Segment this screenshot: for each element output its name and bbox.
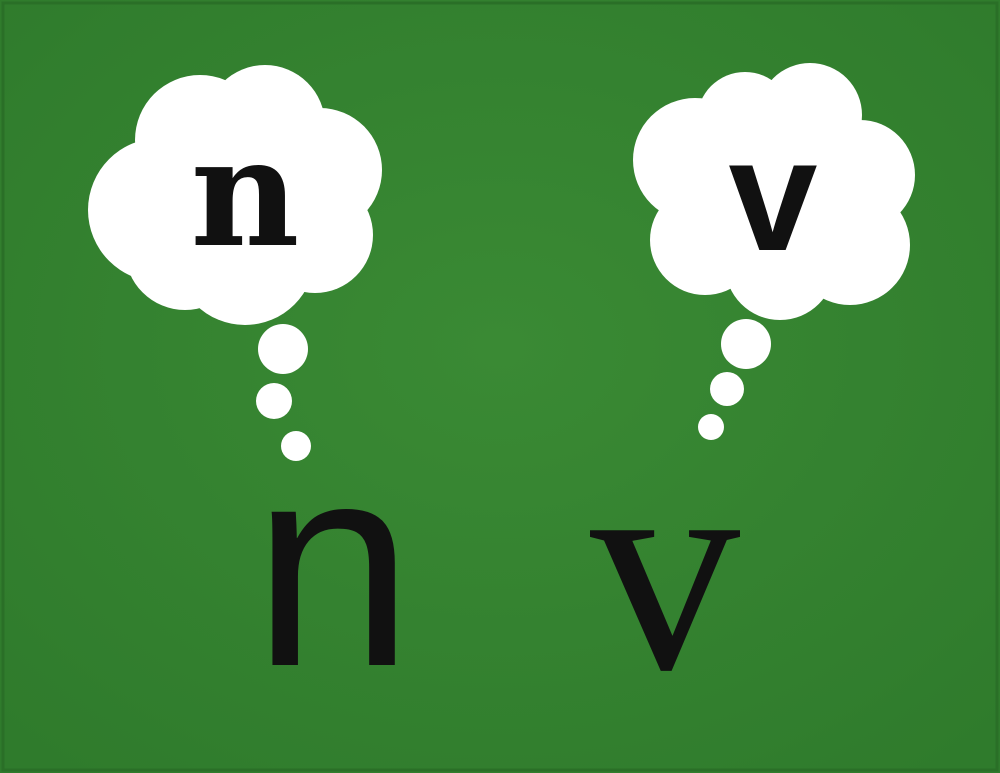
left-thought-bubbles: [256, 324, 311, 461]
left-bubble-large: [258, 324, 308, 374]
right-big-letter: v: [590, 401, 740, 733]
left-thought-cloud: [88, 65, 382, 325]
right-bubble-medium: [710, 372, 744, 406]
right-thought-letter: v: [729, 105, 818, 284]
left-big-letter: n: [252, 403, 413, 727]
right-bubble-large: [721, 319, 771, 369]
left-bubble-small: [281, 431, 311, 461]
right-bubble-small: [698, 414, 724, 440]
right-thought-cloud: [633, 63, 915, 320]
left-thought-letter: n: [190, 105, 299, 281]
left-bubble-medium: [256, 383, 292, 419]
right-thought-bubbles: [698, 319, 771, 440]
